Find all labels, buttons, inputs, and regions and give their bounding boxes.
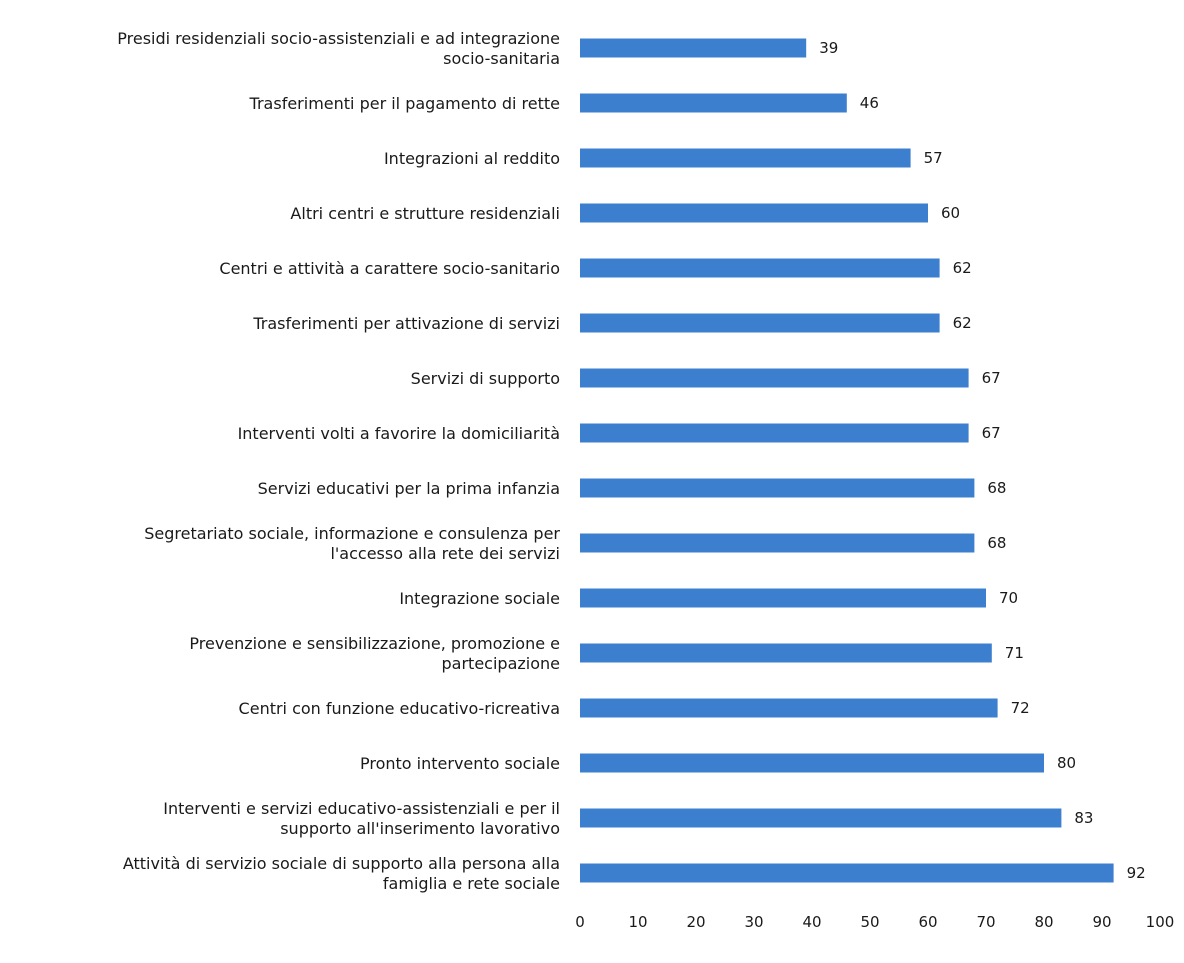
bar-value-label: 68 <box>987 479 1006 497</box>
bar-value-label: 68 <box>987 534 1006 552</box>
bar <box>580 698 998 718</box>
bar-value-label: 57 <box>924 149 943 167</box>
bar <box>580 753 1044 773</box>
category-label: Attività di servizio sociale di supporto… <box>123 854 560 893</box>
value-labels: 39 46 57 60 62 62 67 67 68 68 70 71 72 80 83 92 <box>819 39 1145 882</box>
bar <box>580 478 975 498</box>
category-label: Trasferimenti per il pagamento di rette <box>249 94 560 113</box>
bar-value-label: 83 <box>1074 809 1093 827</box>
bar-value-label: 60 <box>941 204 960 222</box>
category-label: Centri e attività a carattere socio-sani… <box>219 259 560 278</box>
category-labels: Presidi residenziali socio-assistenziali… <box>117 29 560 893</box>
bar <box>580 643 992 663</box>
x-axis-ticks: 0 10 20 30 40 50 60 70 80 90 100 <box>575 913 1174 931</box>
category-label: Segretariato sociale, informazione e con… <box>144 524 560 563</box>
bar <box>580 93 847 113</box>
bar-value-label: 71 <box>1005 644 1024 662</box>
x-tick-label: 50 <box>860 913 879 931</box>
category-label: Centri con funzione educativo-ricreativa <box>239 699 560 718</box>
x-tick-label: 100 <box>1146 913 1175 931</box>
category-label: Interventi e servizi educativo-assistenz… <box>163 799 560 838</box>
category-label: Servizi di supporto <box>411 369 560 388</box>
bar-value-label: 92 <box>1127 864 1146 882</box>
x-tick-label: 70 <box>976 913 995 931</box>
bar-value-label: 46 <box>860 94 879 112</box>
bar-value-label: 70 <box>999 589 1018 607</box>
bar <box>580 808 1062 828</box>
bar <box>580 423 969 443</box>
category-label: Presidi residenziali socio-assistenziali… <box>117 29 560 68</box>
category-label: Interventi volti a favorire la domicilia… <box>238 424 560 443</box>
bar-value-label: 39 <box>819 39 838 57</box>
bar-value-label: 62 <box>953 259 972 277</box>
x-tick-label: 60 <box>918 913 937 931</box>
bar <box>580 258 940 278</box>
category-label: Altri centri e strutture residenziali <box>290 204 560 223</box>
bar <box>580 533 975 553</box>
category-label: Servizi educativi per la prima infanzia <box>258 479 560 498</box>
category-label: Integrazione sociale <box>399 589 560 608</box>
x-tick-label: 0 <box>575 913 585 931</box>
x-tick-label: 30 <box>744 913 763 931</box>
category-label: Prevenzione e sensibilizzazione, promozi… <box>189 634 560 673</box>
bar-value-label: 72 <box>1011 699 1030 717</box>
bar-value-label: 67 <box>982 369 1001 387</box>
x-tick-label: 10 <box>628 913 647 931</box>
x-tick-label: 40 <box>802 913 821 931</box>
bar-value-label: 62 <box>953 314 972 332</box>
category-label: Integrazioni al reddito <box>384 149 560 168</box>
bar <box>580 368 969 388</box>
category-label: Trasferimenti per attivazione di servizi <box>252 314 560 333</box>
bar <box>580 863 1114 883</box>
bar <box>580 148 911 168</box>
x-tick-label: 80 <box>1034 913 1053 931</box>
bar-value-label: 67 <box>982 424 1001 442</box>
x-tick-label: 20 <box>686 913 705 931</box>
bar-value-label: 80 <box>1057 754 1076 772</box>
bar <box>580 38 807 58</box>
category-label: Pronto intervento sociale <box>360 754 560 773</box>
x-tick-label: 90 <box>1092 913 1111 931</box>
bar <box>580 588 986 608</box>
bar <box>580 203 928 223</box>
bars-layer <box>580 38 1114 883</box>
bar <box>580 313 940 333</box>
